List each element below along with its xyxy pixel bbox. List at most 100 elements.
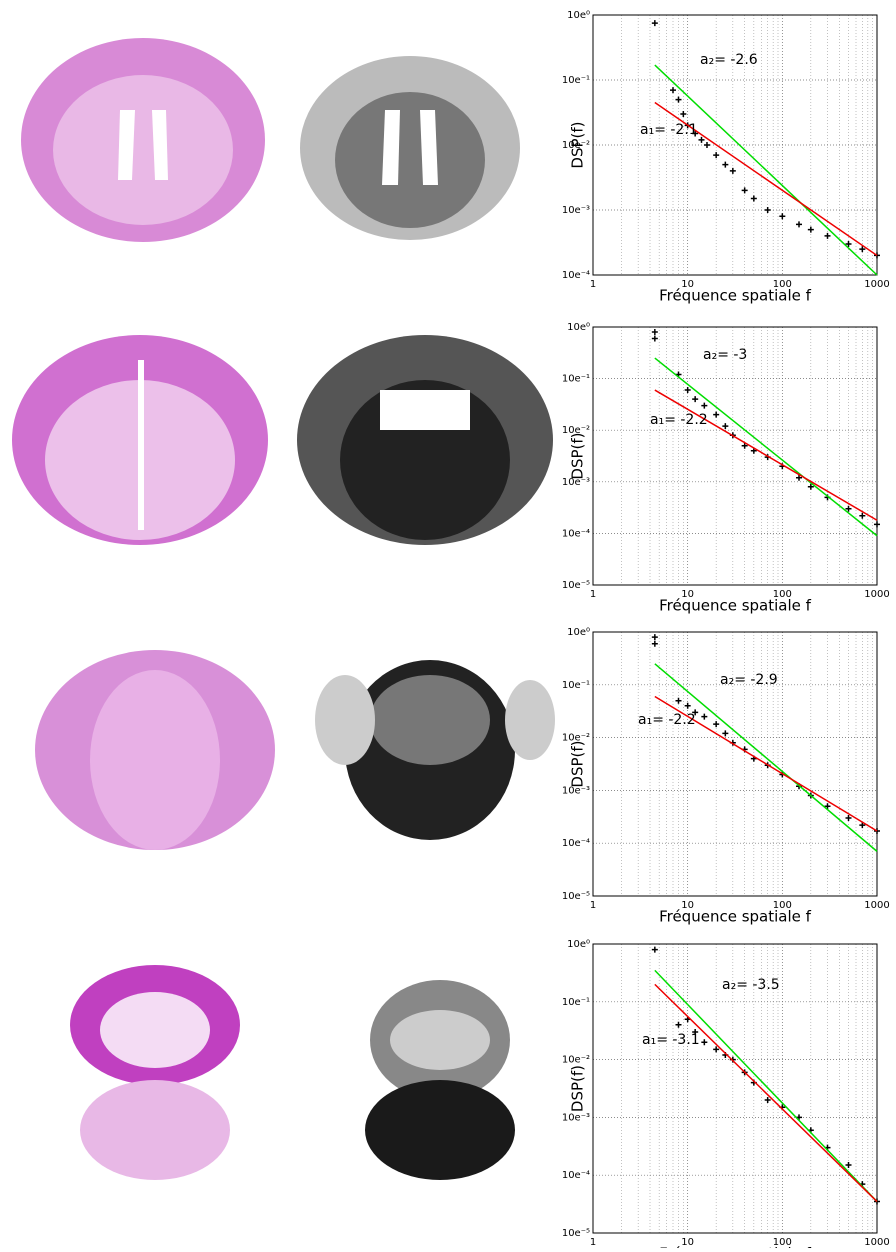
- y-tick-label: 10e⁻²: [562, 733, 590, 744]
- point: [701, 402, 708, 409]
- y-tick-label: 10e⁰: [567, 10, 590, 21]
- point: [845, 505, 852, 512]
- plot-frame: [592, 14, 878, 276]
- fit-line: [654, 983, 878, 1203]
- y-tick-label: 10e⁻²: [562, 1055, 590, 1066]
- annotation: a₁= -2.2: [650, 412, 708, 428]
- x-axis-label: Fréquence spatiale f: [659, 1245, 812, 1249]
- point: [824, 232, 831, 239]
- y-tick-label: 10e⁻³: [562, 785, 590, 796]
- point: [703, 142, 710, 148]
- point: [824, 803, 831, 810]
- point: [741, 187, 748, 194]
- point: [651, 634, 658, 641]
- point: [684, 387, 691, 394]
- chart-panel: 1 10 100 1000 10e⁰ 10e⁻¹ 10e⁻² 10e⁻³ 10e⁻⁴ 10e⁻⁵ a…: [562, 322, 890, 615]
- point: [684, 702, 691, 709]
- point: [807, 226, 814, 233]
- point: [651, 20, 658, 27]
- y-tick-label: 10e⁰: [567, 322, 590, 333]
- fit-line: [654, 357, 878, 537]
- y-tick-label: 10e⁰: [567, 939, 590, 950]
- x-tick-label: 10: [681, 589, 694, 600]
- y-tick-label: 10e⁻¹: [562, 680, 590, 691]
- fit-line: [654, 389, 878, 521]
- fit-line: [654, 663, 878, 852]
- point: [845, 240, 852, 247]
- y-tick-label: 10e⁻¹: [562, 997, 590, 1008]
- point: [859, 246, 866, 253]
- annotation: a₁= -2.2: [638, 712, 696, 728]
- annotation: a₁= -3.1: [642, 1032, 700, 1048]
- x-axis-label: Fréquence spatiale f: [659, 287, 812, 305]
- x-tick-label: 100: [773, 1237, 792, 1248]
- annotation: a₂= -2.6: [700, 52, 758, 68]
- point: [651, 329, 658, 336]
- point: [692, 1029, 699, 1036]
- point: [692, 709, 699, 716]
- chart-panel: 1 10 100 1000 10e⁰ 10e⁻¹ 10e⁻² 10e⁻³ 10e⁻⁴ 10e⁻⁵ a…: [562, 627, 890, 926]
- plot-frame: [592, 631, 878, 897]
- point: [859, 822, 866, 829]
- point: [722, 730, 729, 737]
- y-tick-label: 10e⁻¹: [562, 75, 590, 86]
- x-tick-label: 100: [773, 589, 792, 600]
- y-tick-label: 10e⁻²: [562, 140, 590, 151]
- point: [670, 87, 677, 94]
- x-tick-label: 1000: [864, 1237, 889, 1248]
- chart-panel: 1 10 100 1000 10e⁰ 10e⁻¹ 10e⁻² 10e⁻³ 10e⁻⁴ 10e⁻⁵ a…: [562, 939, 890, 1252]
- y-axis-label: DSP(f): [569, 1065, 587, 1112]
- y-tick-label: 10e⁻⁵: [562, 1228, 590, 1239]
- point: [713, 411, 720, 418]
- fit-line: [654, 101, 878, 257]
- x-tick-label: 1: [590, 900, 596, 911]
- annotation: a₂= -3: [703, 347, 747, 363]
- x-tick-label: 1: [590, 1237, 596, 1248]
- x-axis-label: Fréquence spatiale f: [659, 597, 812, 615]
- y-axis-label: DSP(f): [569, 432, 587, 479]
- point: [845, 1162, 852, 1169]
- fit-line: [654, 695, 878, 832]
- y-axis-label: DSP(f): [569, 121, 587, 168]
- x-tick-label: 10: [681, 279, 694, 290]
- point: [874, 521, 880, 528]
- y-tick-label: 10e⁻⁴: [562, 270, 590, 281]
- y-tick-label: 10e⁻⁴: [562, 838, 590, 849]
- x-axis-label: Fréquence spatiale f: [659, 908, 812, 926]
- point: [651, 946, 658, 953]
- point: [675, 697, 682, 704]
- y-tick-label: 10e⁰: [567, 627, 590, 638]
- y-tick-label: 10e⁻⁵: [562, 891, 590, 902]
- plot-frame: [592, 326, 878, 586]
- y-tick-label: 10e⁻⁴: [562, 1170, 590, 1181]
- point: [651, 640, 658, 647]
- point: [845, 815, 852, 822]
- annotation: a₂= -3.5: [722, 977, 780, 993]
- annotation: a₁= -2.1: [640, 122, 698, 138]
- point: [713, 152, 720, 159]
- x-tick-label: 10: [681, 900, 694, 911]
- x-tick-label: 100: [773, 279, 792, 290]
- x-tick-label: 1: [590, 589, 596, 600]
- point: [722, 423, 729, 430]
- tissue-images: [12, 38, 555, 1180]
- x-tick-label: 1000: [864, 900, 889, 911]
- point: [675, 1021, 682, 1028]
- y-tick-label: 10e⁻³: [562, 477, 590, 488]
- x-tick-label: 10: [681, 1237, 694, 1248]
- fit-line: [654, 969, 878, 1203]
- point: [741, 442, 748, 449]
- y-tick-label: 10e⁻³: [562, 205, 590, 216]
- point: [859, 512, 866, 519]
- x-tick-label: 1: [590, 279, 596, 290]
- point: [722, 161, 729, 168]
- point: [713, 721, 720, 728]
- y-tick-label: 10e⁻⁴: [562, 528, 590, 539]
- point: [796, 221, 803, 228]
- chart-panel: 1 10 100 1000 10e⁰ 10e⁻¹ 10e⁻² 10e⁻³ 10e⁻⁴ a₂= -2…: [562, 10, 890, 305]
- y-axis-label: DSP(f): [569, 740, 587, 787]
- point: [764, 1097, 771, 1103]
- point: [807, 483, 814, 490]
- x-tick-label: 1000: [864, 589, 889, 600]
